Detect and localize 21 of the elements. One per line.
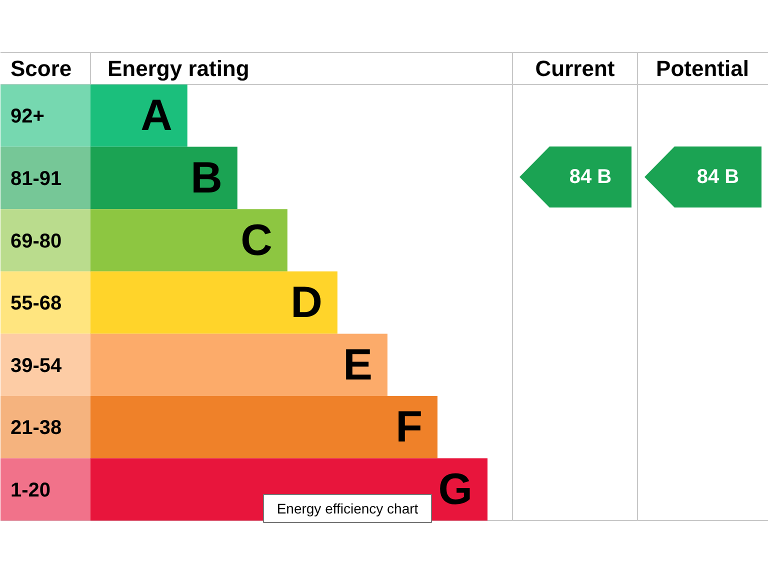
y-tick-label: D xyxy=(290,278,322,328)
y2-tick-label: 21-38 xyxy=(10,417,62,440)
y2-tick-label: 92+ xyxy=(10,106,44,128)
y2-tick-label: 55-68 xyxy=(10,292,62,315)
y-axis-title: Score xyxy=(10,56,72,81)
text: 84 B xyxy=(696,166,740,188)
y2-tick-label: 1-20 xyxy=(10,479,51,502)
y-tick-label: E xyxy=(343,340,372,390)
y-tick-label: B xyxy=(190,153,222,202)
y2-tick-label: 39-54 xyxy=(10,354,63,377)
y2-tick-label: 81-91 xyxy=(10,168,62,190)
y-tick-label: C xyxy=(240,216,272,265)
text: Potential xyxy=(656,56,749,81)
text: 84 B xyxy=(569,166,612,188)
x-axis-title: Energy rating xyxy=(108,56,250,81)
text: Current xyxy=(535,56,616,81)
y-tick-label: F xyxy=(396,402,422,452)
annotation: Energy efficiency chart xyxy=(276,500,418,516)
y-tick-label: G xyxy=(438,464,473,514)
y-tick-label: A xyxy=(140,91,172,140)
y2-tick-label: 69-80 xyxy=(10,230,62,252)
